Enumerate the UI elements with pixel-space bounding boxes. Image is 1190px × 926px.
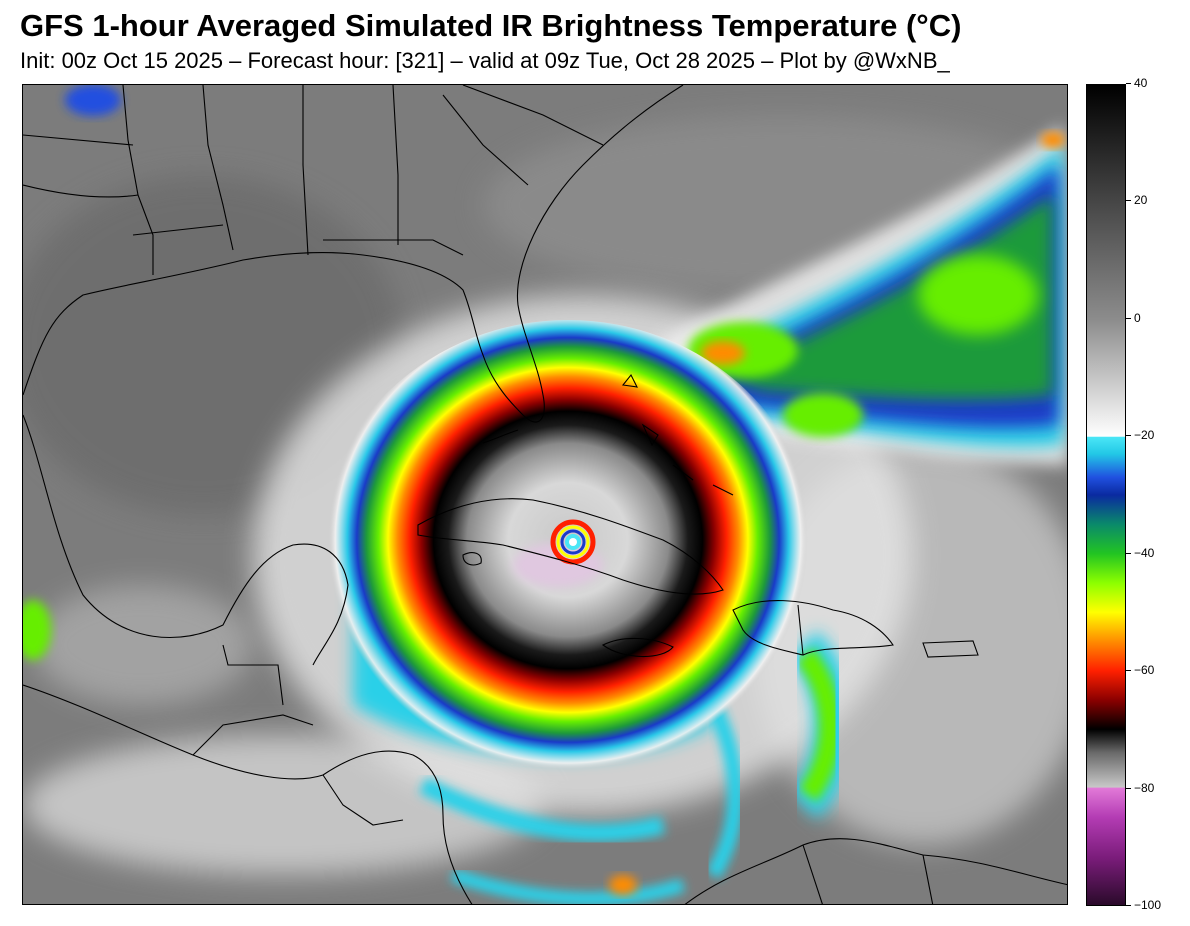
colorbar-tick-label: −80 [1134,780,1155,795]
ir-satellite-map [22,84,1068,905]
colorbar-tick: −40 [1126,545,1186,561]
colorbar-tick-mark [1126,905,1131,906]
colorbar-tick-mark [1126,787,1131,789]
colorbar-tick: 40 [1126,76,1186,91]
chart-subtitle: Init: 00z Oct 15 2025 – Forecast hour: [… [20,48,950,73]
colorbar-tick-mark [1126,435,1131,437]
colorbar-tick-mark [1126,317,1131,319]
colorbar-tick-mark [1126,552,1131,554]
coastlines [23,85,1067,904]
chart-title: GFS 1-hour Averaged Simulated IR Brightn… [20,8,962,43]
colorbar-tick: 0 [1126,310,1186,326]
colorbar-tick-mark [1126,200,1131,202]
colorbar-tick-label: −100 [1134,898,1162,912]
colorbar-tick-label: −60 [1134,663,1155,678]
colorbar-tick-mark [1126,83,1131,84]
colorbar-tick-label: 20 [1134,193,1148,208]
colorbar-tick-label: 40 [1134,76,1148,90]
colorbar-tick: −20 [1126,428,1186,443]
map-canvas [23,85,1067,904]
colorbar-tick-label: −40 [1134,545,1155,560]
colorbar-tick-mark [1126,670,1131,672]
colorbar-tick: −60 [1126,663,1186,678]
colorbar-tick: −80 [1126,780,1186,796]
colorbar-tick-label: −20 [1134,428,1155,443]
colorbar [1086,84,1126,906]
colorbar-tick: −100 [1126,898,1186,913]
colorbar-tick: 20 [1126,193,1186,208]
colorbar-tick-label: 0 [1134,310,1141,325]
